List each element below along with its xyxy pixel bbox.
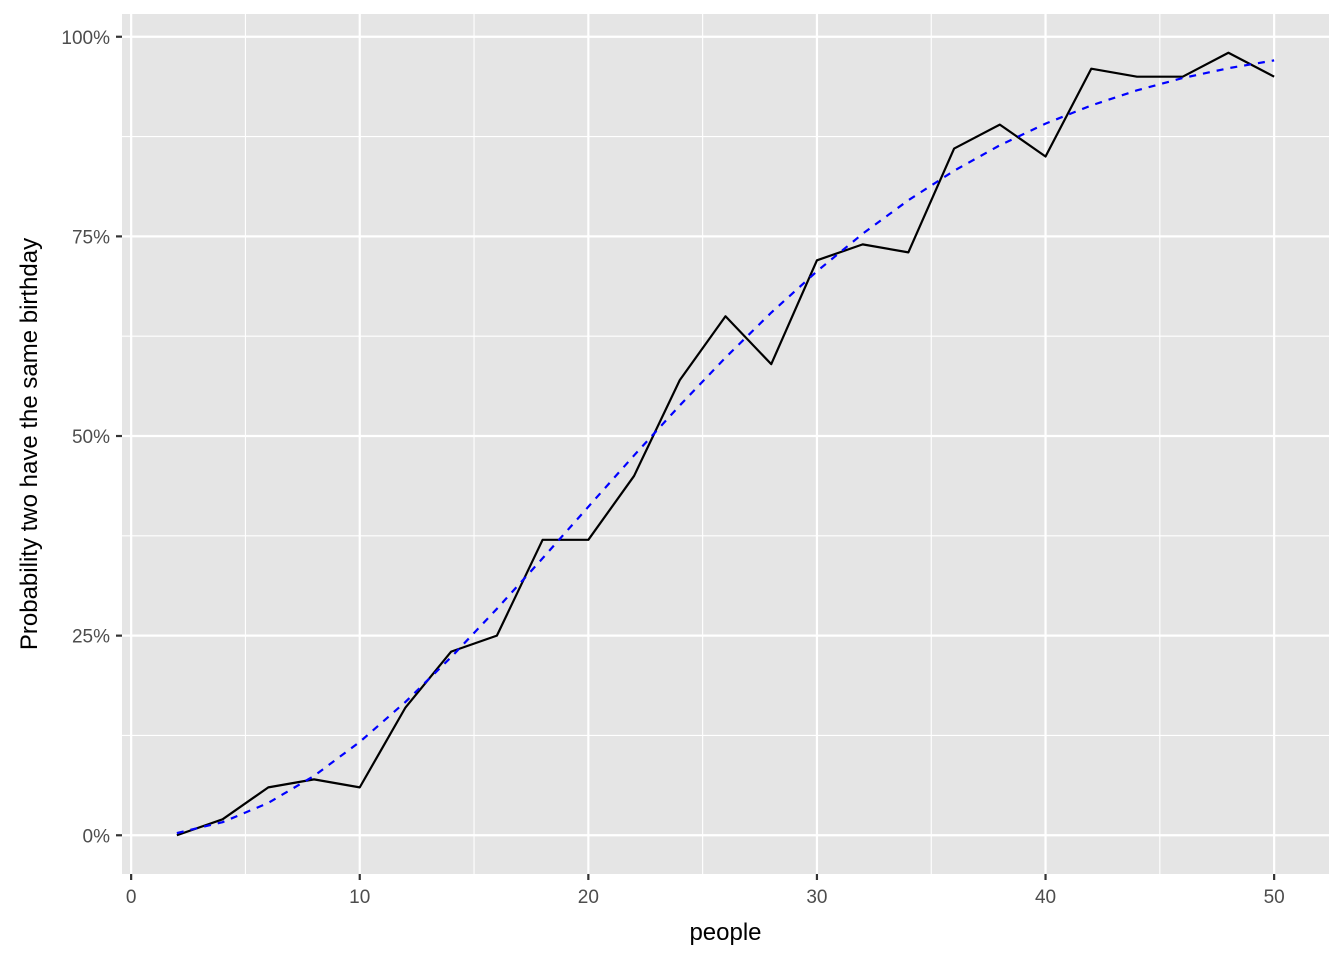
y-tick-label: 0% — [83, 826, 111, 847]
x-axis: 0 10 20 30 40 50 — [126, 874, 1285, 908]
y-tick-label: 50% — [72, 427, 110, 448]
series-layer — [176, 51, 1275, 837]
x-tick-label: 0 — [126, 887, 137, 908]
major-gridlines — [122, 14, 1329, 874]
y-tick-label: 25% — [72, 627, 110, 648]
minor-gridlines — [122, 14, 1329, 874]
x-tick-label: 40 — [1035, 887, 1056, 908]
x-tick-label: 10 — [349, 887, 370, 908]
x-tick-label: 30 — [806, 887, 827, 908]
y-axis-title: Probability two have the same birthday — [16, 238, 43, 650]
y-tick-label: 100% — [61, 28, 110, 49]
series-line-solid — [176, 51, 1275, 837]
plot-panel — [122, 14, 1329, 874]
x-axis-title: people — [689, 919, 761, 946]
y-axis: 0% 25% 50% 75% 100% — [61, 28, 122, 847]
y-tick-label: 75% — [72, 227, 110, 248]
x-tick-label: 50 — [1264, 887, 1285, 908]
x-tick-label: 20 — [578, 887, 599, 908]
